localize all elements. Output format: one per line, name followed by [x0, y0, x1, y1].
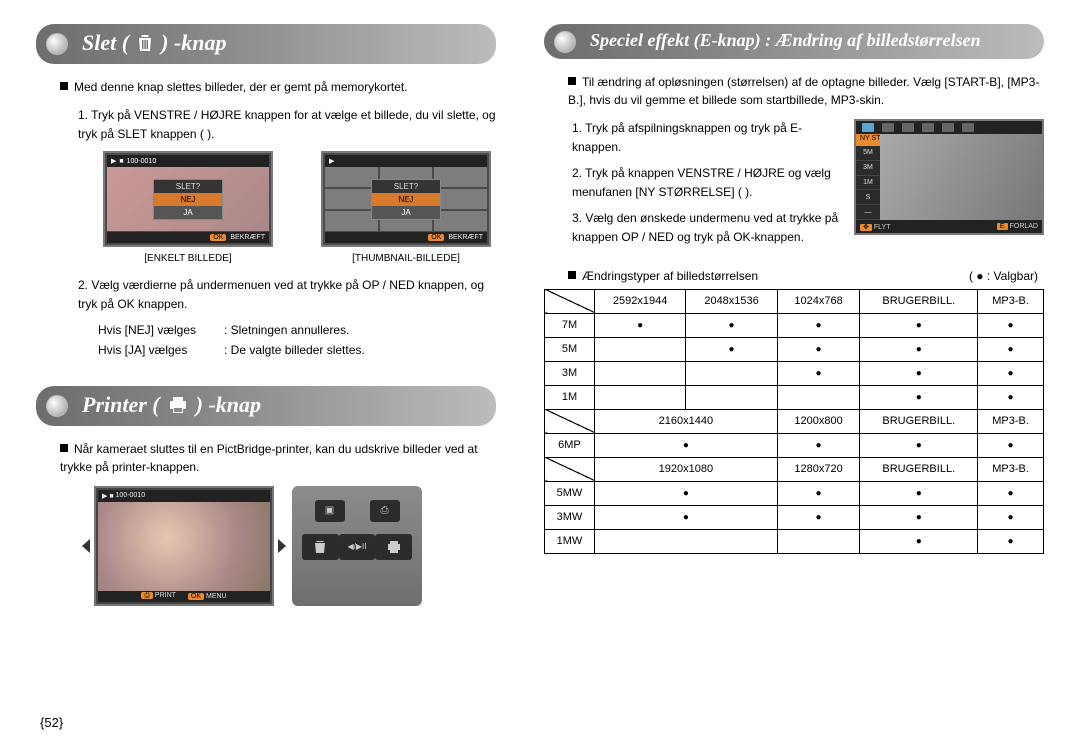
printer-lcd: ▶ ■ 100-0010 ⎙ PRINT OK MENU [94, 486, 274, 606]
printer-icon [168, 397, 188, 413]
dialog-single: ▶■100-0010 SLET? NEJ JA OKBEKRÆFT [ENKEL… [103, 151, 273, 264]
slet-step2: 2. Vælg værdierne på undermenuen ved at … [78, 276, 496, 313]
slet-intro: Med denne knap slettes billeder, der er … [60, 78, 496, 96]
section-title-effect: Speciel effekt (E-knap) : Ændring af bil… [544, 24, 1044, 59]
caption-thumb: [THUMBNAIL-BILLEDE] [321, 253, 491, 264]
slet-step1: 1. Tryk på VENSTRE / HØJRE knappen for a… [78, 106, 496, 143]
section-title-printer: Printer ( ) -knap [36, 386, 496, 426]
printer-intro: Når kameraet sluttes til en PictBridge-p… [60, 440, 496, 476]
effect-step2: 2. Tryk på knappen VENSTRE / HØJRE og væ… [572, 164, 844, 201]
effect-title: Speciel effekt (E-knap) : Ændring af bil… [590, 30, 981, 50]
slet-title-part1: Slet ( [82, 30, 129, 56]
printer-title-part1: Printer ( [82, 392, 160, 418]
effect-lcd: NY STØRRELSE 5M 3M 1M S — ✥FLYT EFORLAD [854, 119, 1044, 235]
title-bullet-icon [46, 33, 68, 55]
play-pause-button: ◀/▶II [339, 534, 376, 560]
title-bullet-icon [554, 31, 576, 53]
camera-btn: ▣ [315, 500, 345, 522]
dialog-thumb: ▶ SLET? NEJ JA OKBEKRÆFT [THUMBNAIL-BILL… [321, 151, 491, 264]
printer-title-part2: ) -knap [196, 392, 261, 418]
title-bullet-icon [46, 395, 68, 417]
effect-intro: Til ændring af opløsningen (størrelsen) … [568, 73, 1044, 109]
caption-single: [ENKELT BILLEDE] [103, 253, 273, 264]
effect-step3: 3. Vælg den ønskede undermenu ved at try… [572, 209, 844, 246]
effect-step1: 1. Tryk på afspilningsknappen og tryk på… [572, 119, 844, 156]
section-title-slet: Slet ( ) -knap [36, 24, 496, 64]
camera-btn: ⎙ [370, 500, 400, 522]
slet-title-part2: ) -knap [161, 30, 226, 56]
slet-choices: Hvis [NEJ] vælges: Sletningen annulleres… [98, 321, 496, 359]
trash-button [302, 534, 339, 560]
table-legend: Ændringstyper af billedstørrelsen ( ● : … [568, 269, 1038, 283]
camera-back-illustration: ▣ ⎙ ◀/▶II [292, 486, 422, 606]
trash-icon [137, 34, 153, 52]
resize-table: 2592x19442048x15361024x768BRUGERBILL.MP3… [544, 289, 1044, 554]
page-number: 52 [40, 715, 63, 730]
print-button [375, 534, 412, 560]
